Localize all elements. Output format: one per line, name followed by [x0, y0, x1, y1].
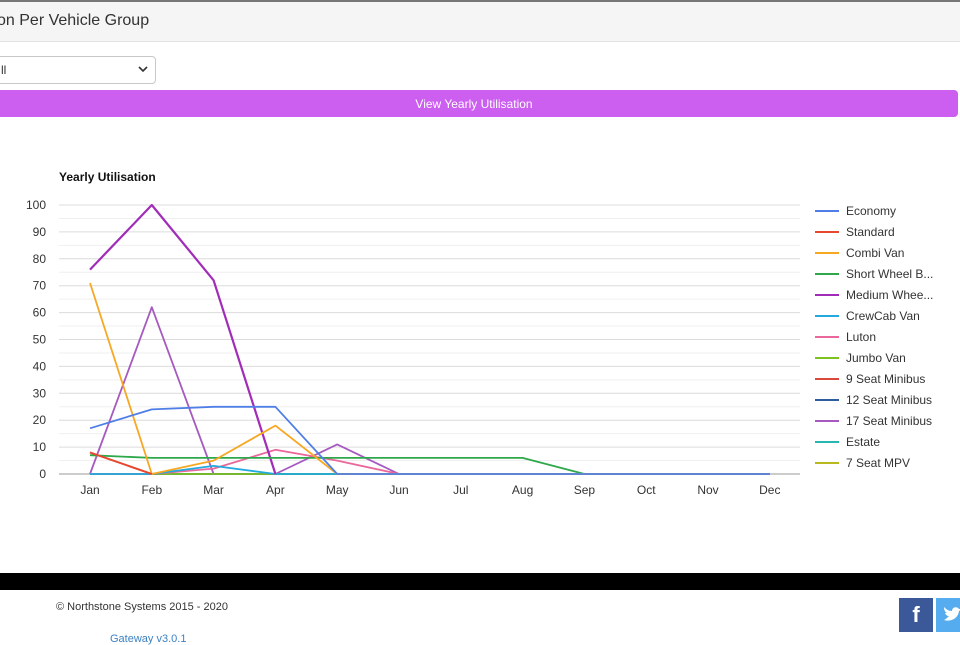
series-line-economy: [89, 405, 770, 475]
y-tick-label: 90: [33, 225, 47, 239]
x-tick-label: Jul: [453, 483, 468, 497]
x-tick-label: Oct: [637, 483, 656, 497]
legend-item-label[interactable]: Luton: [846, 330, 876, 344]
x-tick-label: Dec: [759, 483, 780, 497]
chevron-down-icon: [138, 66, 148, 73]
x-tick-label: Apr: [266, 483, 285, 497]
facebook-icon: f: [912, 602, 920, 627]
top-header-bar: on Per Vehicle Group: [0, 0, 960, 42]
legend-item-label[interactable]: Short Wheel B...: [846, 267, 933, 281]
legend-item-label[interactable]: Jumbo Van: [846, 351, 906, 365]
series-line-17-seat-minibus: [89, 306, 400, 475]
x-tick-label: Nov: [697, 483, 718, 497]
legend-item-label[interactable]: 12 Seat Minibus: [846, 393, 932, 407]
y-tick-label: 0: [39, 467, 46, 481]
x-tick-label: Feb: [141, 483, 162, 497]
x-tick-label: Aug: [512, 483, 533, 497]
series-line-combi-van: [89, 282, 770, 475]
y-tick-label: 50: [33, 333, 47, 347]
page-title: on Per Vehicle Group: [0, 12, 150, 29]
x-tick-label: Mar: [203, 483, 224, 497]
y-tick-label: 100: [26, 198, 46, 212]
x-tick-label: Jan: [80, 483, 99, 497]
facebook-button[interactable]: f: [899, 598, 933, 632]
y-tick-label: 30: [33, 386, 47, 400]
chart-title: Yearly Utilisation: [59, 170, 156, 184]
footer-divider-bar: [0, 573, 960, 590]
legend-item-label[interactable]: Combi Van: [846, 246, 904, 260]
series-line-luton: [90, 448, 770, 475]
series-line-medium-whee: [89, 203, 277, 475]
y-tick-label: 40: [33, 359, 47, 373]
vehicle-group-select[interactable]: ll: [0, 56, 156, 84]
view-yearly-utilisation-button[interactable]: View Yearly Utilisation: [0, 90, 958, 117]
legend-item-label[interactable]: 7 Seat MPV: [846, 456, 910, 470]
x-tick-label: Jun: [389, 483, 408, 497]
legend-item-label[interactable]: Standard: [846, 225, 895, 239]
twitter-icon: [944, 607, 960, 621]
legend-item-label[interactable]: 17 Seat Minibus: [846, 414, 932, 428]
legend-item-label[interactable]: Economy: [846, 204, 896, 218]
vehicle-group-select-value: ll: [1, 63, 7, 77]
copyright-text: © Northstone Systems 2015 - 2020: [56, 601, 228, 613]
series-line-standard: [89, 451, 153, 475]
legend-item-label[interactable]: CrewCab Van: [846, 309, 920, 323]
legend-item-label[interactable]: Medium Whee...: [846, 288, 933, 302]
x-tick-label: Sep: [574, 483, 596, 497]
utilisation-line-chart: 0 10 20 30 40 50 60 70 80 90 100 Jan Feb Mar Apr May Jun…: [26, 198, 933, 497]
y-tick-label: 20: [33, 413, 47, 427]
legend-item-label[interactable]: 9 Seat Minibus: [846, 372, 925, 386]
y-tick-label: 80: [33, 252, 47, 266]
y-tick-label: 60: [33, 306, 47, 320]
twitter-button[interactable]: [936, 598, 960, 632]
y-tick-label: 10: [33, 440, 47, 454]
y-tick-label: 70: [33, 279, 47, 293]
version-link[interactable]: Gateway v3.0.1: [110, 633, 187, 645]
x-tick-label: May: [326, 483, 349, 497]
legend-item-label[interactable]: Estate: [846, 435, 880, 449]
